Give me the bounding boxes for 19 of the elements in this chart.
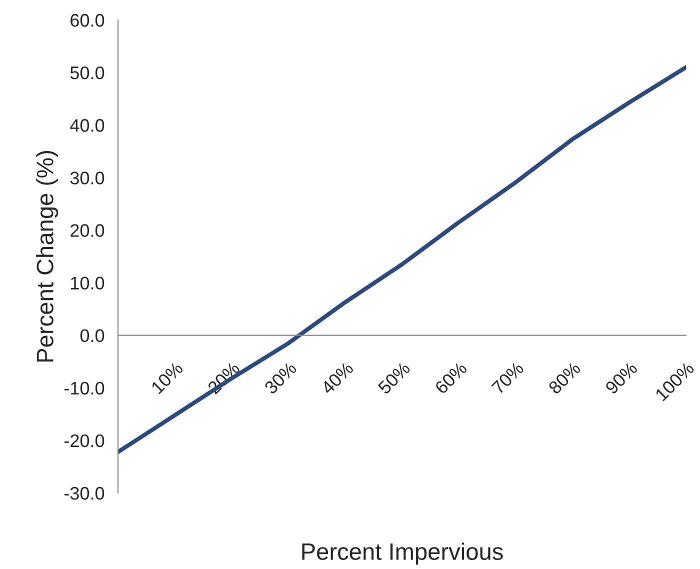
y-tick-label: 30.0 xyxy=(70,172,104,184)
y-tick-label: 60.0 xyxy=(70,14,104,27)
x-tick-label: 50% xyxy=(377,361,411,395)
y-tick-label: 40.0 xyxy=(70,119,104,132)
y-tick-label: 0.0 xyxy=(80,329,104,342)
y-tick-label: -10.0 xyxy=(64,382,104,395)
y-tick-label: -30.0 xyxy=(64,486,104,500)
x-axis-title: Percent Impervious xyxy=(302,542,503,565)
x-tick-label: 30% xyxy=(264,361,298,395)
x-tick-label: 40% xyxy=(320,361,354,395)
y-tick-label: 20.0 xyxy=(70,224,104,237)
y-tick-label: -20.0 xyxy=(64,434,104,448)
y-axis-title: Percent Change (%) xyxy=(36,151,58,362)
x-tick-label: 90% xyxy=(604,361,638,395)
x-tick-label: 70% xyxy=(491,361,525,395)
x-tick-label: 80% xyxy=(548,361,582,395)
x-tick-label: 60% xyxy=(434,361,468,395)
y-tick-label: 10.0 xyxy=(71,276,104,290)
y-tick-label: 50.0 xyxy=(70,66,104,80)
